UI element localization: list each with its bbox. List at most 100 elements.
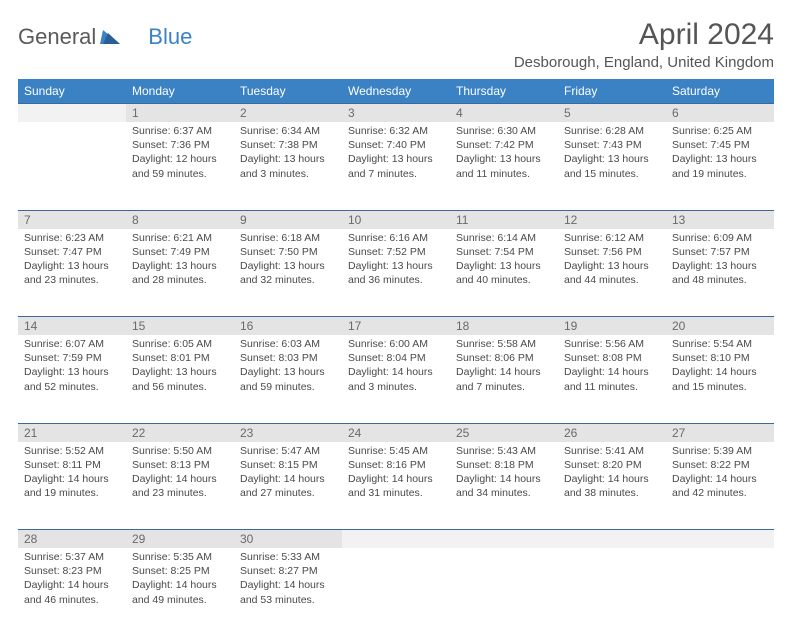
daynum-row: 78910111213 [18,210,774,229]
day-cell-line: Daylight: 13 hours [24,259,120,273]
day-cell: Sunrise: 5:35 AMSunset: 8:25 PMDaylight:… [126,548,234,636]
day-cell: Sunrise: 6:09 AMSunset: 7:57 PMDaylight:… [666,229,774,317]
day-cell-line: and 19 minutes. [24,486,120,500]
day-number: 10 [342,210,450,229]
day-cell [342,548,450,636]
day-number: 26 [558,423,666,442]
day-cell-line: Sunrise: 6:21 AM [132,231,228,245]
day-number: 12 [558,210,666,229]
day-cell-line: Daylight: 13 hours [564,152,660,166]
day-cell-line: and 59 minutes. [240,380,336,394]
day-cell-line: and 7 minutes. [348,167,444,181]
day-cell-line: Daylight: 14 hours [564,365,660,379]
day-cell-line: Daylight: 13 hours [240,259,336,273]
daynum-row: 21222324252627 [18,423,774,442]
day-cell-line: Sunrise: 5:37 AM [24,550,120,564]
day-cell-line: Sunset: 7:36 PM [132,138,228,152]
day-cell-line: Sunset: 7:56 PM [564,245,660,259]
day-number: 30 [234,530,342,549]
day-cell-line: Sunrise: 6:00 AM [348,337,444,351]
day-number [18,104,126,123]
day-cell: Sunrise: 5:52 AMSunset: 8:11 PMDaylight:… [18,442,126,530]
day-cell-line: Sunrise: 6:07 AM [24,337,120,351]
content-row: Sunrise: 5:37 AMSunset: 8:23 PM Daylight:… [18,548,774,636]
day-cell-line: and 34 minutes. [456,486,552,500]
day-cell-line: and 23 minutes. [132,486,228,500]
day-cell-line: Sunrise: 6:25 AM [672,124,768,138]
day-cell-line: Daylight: 13 hours [240,365,336,379]
day-cell-line: Daylight: 14 hours [132,578,228,592]
day-cell: Sunrise: 6:32 AMSunset: 7:40 PMDaylight:… [342,122,450,210]
day-cell-line: Sunset: 7:38 PM [240,138,336,152]
day-cell-line: Daylight: 13 hours [456,259,552,273]
content-row: Sunrise: 6:23 AMSunset: 7:47 PMDaylight:… [18,229,774,317]
logo: General Blue [18,18,192,50]
day-cell-line: Sunrise: 5:52 AM [24,444,120,458]
day-cell-line: Sunrise: 6:34 AM [240,124,336,138]
day-cell-line: Daylight: 13 hours [564,259,660,273]
day-cell-line: Sunset: 7:40 PM [348,138,444,152]
day-number: 22 [126,423,234,442]
day-cell-line: and 15 minutes. [564,167,660,181]
day-cell-line: Sunset: 8:15 PM [240,458,336,472]
day-cell-line: and 46 minutes. [24,593,120,607]
day-cell-line: Sunset: 7:49 PM [132,245,228,259]
day-cell-line: Daylight: 13 hours [24,365,120,379]
day-cell-line: Sunset: 8:06 PM [456,351,552,365]
day-cell-line: Sunset: 7:43 PM [564,138,660,152]
day-number: 1 [126,104,234,123]
day-number: 20 [666,317,774,336]
day-cell-line: Sunset: 8:25 PM [132,564,228,578]
title-block: April 2024 Desborough, England, United K… [514,18,774,71]
logo-text-1: General [18,24,96,50]
calendar-table: Sunday Monday Tuesday Wednesday Thursday… [18,79,774,636]
day-cell-line: Daylight: 13 hours [348,259,444,273]
day-cell-line: Sunrise: 6:03 AM [240,337,336,351]
day-cell-line: Sunset: 7:47 PM [24,245,120,259]
logo-triangle-icon [100,24,120,50]
month-title: April 2024 [514,18,774,52]
day-cell-line: Sunset: 7:52 PM [348,245,444,259]
day-cell-line: Daylight: 14 hours [456,472,552,486]
day-cell-line: Sunrise: 6:16 AM [348,231,444,245]
day-number [342,530,450,549]
day-cell-line: and 11 minutes. [564,380,660,394]
day-cell-line: Sunset: 8:10 PM [672,351,768,365]
day-cell-line: Sunset: 8:27 PM [240,564,336,578]
day-number: 24 [342,423,450,442]
day-cell-line: Sunset: 7:42 PM [456,138,552,152]
day-cell-line: Sunrise: 5:50 AM [132,444,228,458]
day-cell: Sunrise: 5:45 AMSunset: 8:16 PMDaylight:… [342,442,450,530]
day-number: 19 [558,317,666,336]
location-text: Desborough, England, United Kingdom [514,54,774,71]
weekday-header: Friday [558,79,666,104]
day-number: 15 [126,317,234,336]
day-cell-line: Sunrise: 6:09 AM [672,231,768,245]
day-cell-line: Sunrise: 5:58 AM [456,337,552,351]
day-cell-line: and 49 minutes. [132,593,228,607]
day-number: 8 [126,210,234,229]
day-cell: Sunrise: 5:58 AMSunset: 8:06 PMDaylight:… [450,335,558,423]
day-cell-line: and 7 minutes. [456,380,552,394]
day-cell-line: and 44 minutes. [564,273,660,287]
day-cell-line: Sunrise: 6:28 AM [564,124,660,138]
day-cell-line: Daylight: 14 hours [672,365,768,379]
day-cell-line: Sunset: 8:23 PM [24,564,120,578]
day-cell-line: and 40 minutes. [456,273,552,287]
day-cell-line: and 11 minutes. [456,167,552,181]
day-cell: Sunrise: 6:12 AMSunset: 7:56 PMDaylight:… [558,229,666,317]
weekday-header: Thursday [450,79,558,104]
day-cell-line: Daylight: 14 hours [132,472,228,486]
day-cell-line: Sunset: 7:50 PM [240,245,336,259]
day-cell: Sunrise: 5:50 AMSunset: 8:13 PMDaylight:… [126,442,234,530]
day-cell: Sunrise: 5:41 AMSunset: 8:20 PMDaylight:… [558,442,666,530]
day-cell-line: and 42 minutes. [672,486,768,500]
content-row: Sunrise: 5:52 AMSunset: 8:11 PMDaylight:… [18,442,774,530]
day-number: 17 [342,317,450,336]
day-cell-line: Sunset: 8:13 PM [132,458,228,472]
day-cell: Sunrise: 6:30 AMSunset: 7:42 PMDaylight:… [450,122,558,210]
day-cell-line: Daylight: 14 hours [564,472,660,486]
day-number: 18 [450,317,558,336]
day-number: 6 [666,104,774,123]
day-number: 5 [558,104,666,123]
